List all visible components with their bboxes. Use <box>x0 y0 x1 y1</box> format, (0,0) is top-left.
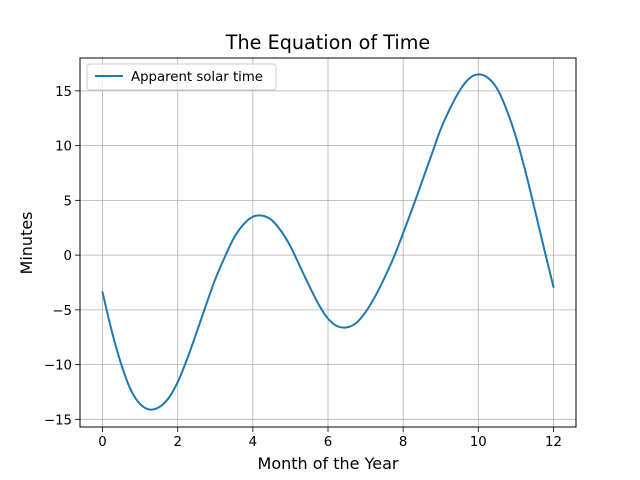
y-tick-label: 10 <box>55 140 72 155</box>
x-tick-label: 10 <box>470 435 487 450</box>
legend: Apparent solar time <box>86 63 277 91</box>
x-tick-label: 8 <box>399 435 407 450</box>
chart-title: The Equation of Time <box>225 31 430 54</box>
x-tick-label: 4 <box>249 435 257 450</box>
x-tick-label: 6 <box>324 435 332 450</box>
legend-box <box>86 63 277 91</box>
y-tick-label: −15 <box>44 413 72 428</box>
y-axis-ticks: −15 −10 −5 0 5 10 15 <box>44 85 80 428</box>
x-axis-label: Month of the Year <box>258 454 399 473</box>
legend-entry-label: Apparent solar time <box>131 70 263 85</box>
y-tick-label: −5 <box>52 304 72 319</box>
x-tick-label: 2 <box>173 435 181 450</box>
y-axis-label: Minutes <box>17 212 36 275</box>
series-layer <box>101 73 555 411</box>
x-tick-label: 0 <box>98 435 106 450</box>
y-tick-label: 0 <box>64 249 72 264</box>
y-tick-label: −10 <box>44 359 72 374</box>
series-line-apparent-solar-time <box>101 73 555 411</box>
y-tick-label: 15 <box>55 85 72 100</box>
x-axis-ticks: 0 2 4 6 8 10 12 <box>98 427 562 450</box>
y-tick-label: 5 <box>64 194 72 209</box>
grid-lines <box>80 58 576 427</box>
x-tick-label: 12 <box>545 435 562 450</box>
